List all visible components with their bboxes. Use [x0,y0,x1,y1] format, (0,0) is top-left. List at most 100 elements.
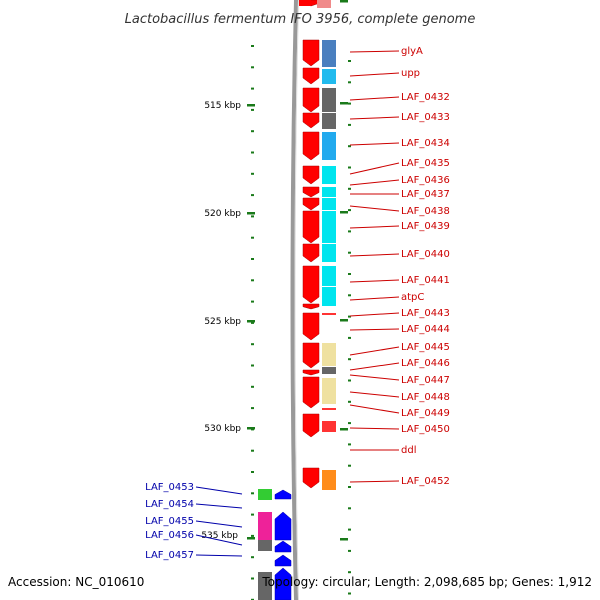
tick-mark [251,449,254,452]
tick-mark [251,598,254,600]
reverse-gene-label[interactable]: LAF_0455 [145,516,194,527]
reverse-gene-label[interactable]: LAF_0457 [145,550,194,561]
forward-gene-arrow [302,39,320,67]
forward-gene-label[interactable]: upp [401,68,420,79]
forward-gene-label[interactable]: LAF_0443 [401,308,450,319]
reverse-gene-arrow [274,554,292,567]
tick-mark [348,549,351,552]
tick-mark [251,343,254,346]
tick-mark [251,215,254,218]
forward-gene-label[interactable]: LAF_0445 [401,342,450,353]
forward-gene-label[interactable]: LAF_0447 [401,375,450,386]
forward-leader-line [349,312,400,317]
scale-label: 520 kbp [204,209,241,219]
forward-leader-line [349,225,400,229]
forward-leader-line [349,142,400,146]
tick-mark [251,321,254,324]
forward-gene-label[interactable]: glyA [401,46,423,57]
tick-mark [348,486,351,488]
tick-mark [348,273,351,275]
reverse-leader-line [195,534,243,546]
forward-gene-arrow [302,210,320,244]
forward-gene-label[interactable]: LAF_0444 [401,324,450,335]
forward-gene-arrow [302,243,320,263]
major-tick-mark [247,104,255,107]
forward-gene-arrow [302,112,320,129]
reverse-gene-labels: LAF_0453 LAF_0454 LAF_0455 LAF_0456 LAF_0457 [145,482,243,561]
accession-text: Accession: NC_010610 [8,575,144,589]
reverse-gene-label[interactable]: LAF_0454 [145,499,194,510]
tick-mark [251,151,254,154]
forward-gene-label[interactable]: ddl [401,445,416,456]
tick-mark [348,102,351,105]
reverse-leader-line [195,503,243,509]
reverse-leader-line [195,554,243,557]
forward-gene-label[interactable]: LAF_0440 [401,249,450,260]
forward-gene-label[interactable]: LAF_0439 [401,221,450,232]
forward-gene-band [322,244,336,262]
major-tick-mark [340,211,348,214]
forward-gene-band [322,470,336,490]
scale-label: 515 kbp [204,101,241,111]
forward-gene-label[interactable]: LAF_0434 [401,138,450,149]
forward-cog-bands [299,0,336,490]
forward-leader-line [349,279,400,283]
forward-gene-label[interactable]: LAF_0432 [401,92,450,103]
forward-gene-label[interactable]: LAF_0433 [401,112,450,123]
forward-gene-arrow [302,312,320,341]
forward-leader-line [349,346,400,356]
tick-mark [251,492,254,495]
tick-mark [348,315,351,318]
forward-gene-arrow [302,197,320,211]
forward-gene-band [322,40,336,67]
forward-gene-label[interactable]: LAF_0450 [401,424,450,435]
forward-leader-line [349,96,400,101]
tick-mark [251,87,254,90]
map-title: Lactobacillus fermentum IFO 3956, comple… [125,12,476,27]
forward-gene-label[interactable]: LAF_0452 [401,476,450,487]
forward-gene-band [322,266,336,286]
forward-leader-line [349,296,400,301]
forward-gene-label[interactable]: LAF_0441 [401,275,450,286]
forward-gene-arrow [302,87,320,113]
forward-gene-band [322,343,336,366]
tick-mark [251,279,254,282]
forward-gene-label[interactable]: LAF_0438 [401,206,450,217]
tick-mark [348,294,351,297]
major-tick-mark [247,427,255,430]
forward-gene-label[interactable]: LAF_0448 [401,392,450,403]
forward-gene-label[interactable]: LAF_0437 [401,189,450,200]
forward-gene-arrow [302,303,320,310]
forward-gene-labels: glyA upp LAF_0432 LAF_0433 LAF_0434 LAF_0435 L… [349,46,450,487]
reverse-gene-band [258,489,272,500]
major-tick-mark [340,319,348,322]
forward-gene-band [322,166,336,184]
scale-label: 535 kbp [201,531,238,541]
tick-mark [251,194,254,197]
tick-mark [251,534,254,537]
tick-mark [251,577,254,580]
tick-mark [348,443,351,446]
forward-gene-label[interactable]: LAF_0435 [401,158,450,169]
forward-gene-label[interactable]: LAF_0436 [401,175,450,186]
forward-gene-label[interactable]: atpC [401,292,424,303]
tick-mark [251,66,254,69]
forward-gene-label[interactable]: LAF_0446 [401,358,450,369]
forward-gene-arrow [302,67,320,85]
summary-text: Topology: circular; Length: 2,098,685 bp… [261,575,592,589]
forward-gene-label[interactable]: LAF_0449 [401,408,450,419]
tick-mark [348,123,351,126]
tick-mark [348,60,351,62]
forward-gene-band [322,69,336,84]
scale-ticks [247,0,351,600]
major-tick-mark [340,428,348,431]
forward-gene-band [322,287,336,306]
reverse-cog-bands [258,489,272,600]
reverse-gene-label[interactable]: LAF_0456 [145,530,194,541]
reverse-gene-label[interactable]: LAF_0453 [145,482,194,493]
forward-gene-arrow [302,467,320,489]
forward-gene-band [322,198,336,210]
forward-gene-arrow [302,342,320,369]
tick-mark [348,209,351,212]
